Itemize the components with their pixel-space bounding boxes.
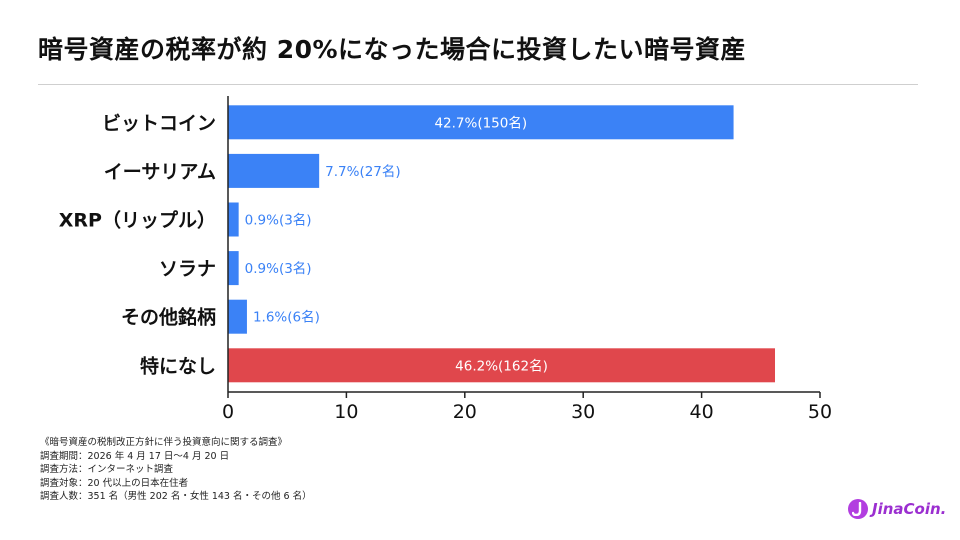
x-tick-label: 0 [222, 401, 234, 423]
jinacoin-logo-icon [848, 499, 868, 519]
jinacoin-logo-text: JinaCoin. [872, 500, 947, 518]
x-tick-label: 40 [690, 401, 714, 423]
survey-period: 調査期間：2026 年 4 月 17 日～4 月 20 日 [40, 450, 230, 462]
data-label: 0.9%(3名) [245, 261, 312, 277]
jinacoin-logo: JinaCoin. [848, 496, 946, 522]
category-label: ビットコイン [102, 112, 216, 134]
data-label: 46.2%(162名) [455, 358, 548, 374]
x-tick-label: 30 [571, 401, 595, 423]
x-tick-label: 20 [453, 401, 477, 423]
bar [228, 348, 776, 383]
data-label: 7.7%(27名) [325, 164, 401, 180]
chart-title: 暗号資産の税率が約 20%になった場合に投資したい暗号資産 [38, 35, 747, 64]
bar [228, 299, 247, 334]
bar [228, 153, 320, 188]
category-label: XRP（リップル） [59, 209, 216, 232]
survey-respondents: 調査人数：351 名（男性 202 名・女性 143 名・その他 6 名） [40, 491, 312, 502]
survey-method: 調査方法：インターネット調査 [40, 464, 174, 475]
survey-name: 《暗号資産の税制改正方針に伴う投資意向に関する調査》 [40, 437, 288, 448]
data-label: 1.6%(6名) [253, 310, 320, 326]
x-tick-label: 10 [334, 401, 358, 423]
category-label: その他銘柄 [121, 306, 216, 329]
category-label: ソラナ [159, 258, 216, 280]
x-tick-label: 50 [808, 401, 832, 423]
data-label: 42.7%(150名) [434, 115, 527, 131]
bar [228, 105, 734, 140]
survey-notes: 《暗号資産の税制改正方針に伴う投資意向に関する調査》 調査期間：2026 年 4… [40, 436, 312, 504]
bar [228, 202, 239, 237]
data-label: 0.9%(3名) [245, 213, 312, 229]
category-label: 特になし [140, 355, 216, 377]
bar [228, 251, 239, 286]
survey-target: 調査対象：20 代以上の日本在住者 [40, 477, 189, 489]
bar-chart: ビットコイン 42.7%(150名) イーサリアム 7.7%(27名) XRP（リップル… [59, 96, 832, 423]
category-label: イーサリアム [104, 161, 216, 183]
title-divider [38, 84, 918, 85]
